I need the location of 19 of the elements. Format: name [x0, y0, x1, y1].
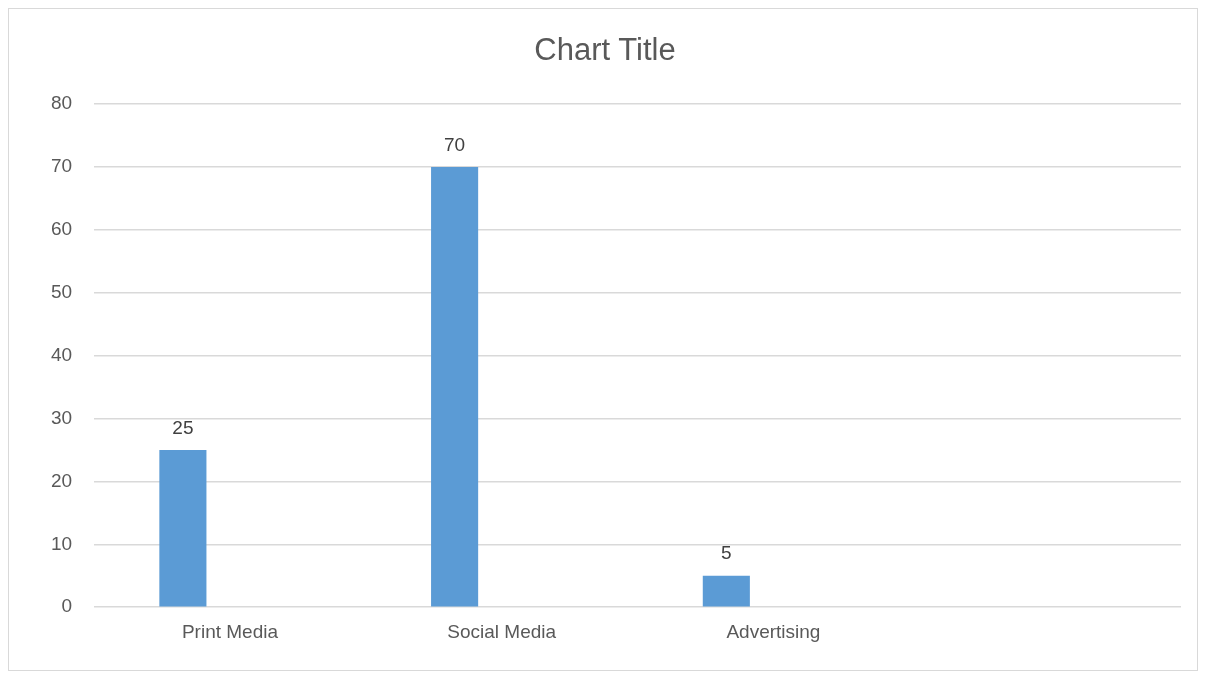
y-tick-label: 40 [50, 343, 73, 365]
y-tick-label: 80 [50, 92, 73, 114]
chart-title: Chart Title [534, 32, 676, 68]
data-label: 5 [721, 542, 732, 564]
bar [159, 450, 207, 607]
y-tick-label: 60 [50, 218, 73, 240]
x-tick-label: Print Media [181, 620, 279, 642]
bar [702, 575, 750, 607]
data-label: 25 [172, 416, 194, 438]
y-tick-label: 0 [61, 595, 73, 617]
y-tick-label: 20 [50, 469, 73, 491]
y-tick-label: 30 [50, 406, 73, 428]
y-tick-label: 70 [50, 155, 73, 177]
bar [431, 167, 479, 607]
y-tick-label: 10 [50, 532, 73, 554]
x-tick-label: Advertising [726, 620, 821, 642]
data-label: 70 [444, 133, 466, 155]
x-tick-label: Social Media [447, 620, 557, 642]
y-tick-label: 50 [50, 281, 73, 303]
